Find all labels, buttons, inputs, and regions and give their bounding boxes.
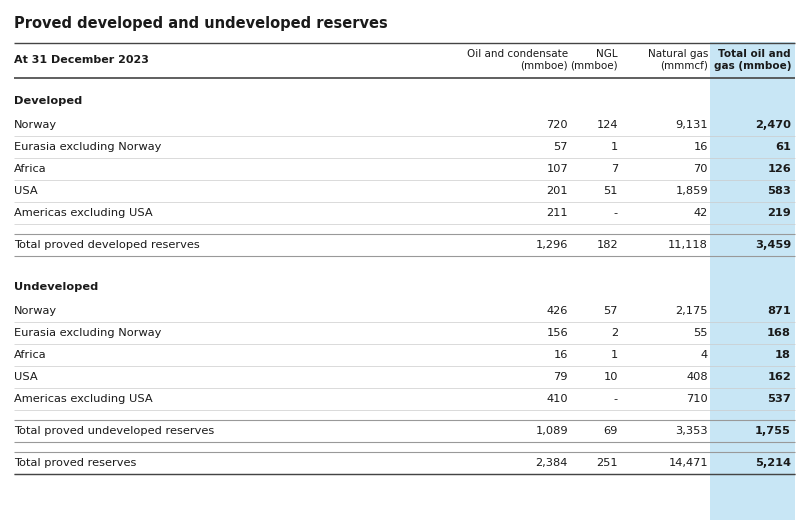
Text: Total proved developed reserves: Total proved developed reserves xyxy=(14,240,200,250)
Text: USA: USA xyxy=(14,186,38,196)
Text: 1: 1 xyxy=(610,350,618,360)
Text: 57: 57 xyxy=(554,142,568,152)
Text: 124: 124 xyxy=(597,120,618,130)
Text: Norway: Norway xyxy=(14,120,57,130)
Bar xyxy=(710,42,795,78)
Text: 2,470: 2,470 xyxy=(755,120,791,130)
Text: 201: 201 xyxy=(546,186,568,196)
Text: 7: 7 xyxy=(610,164,618,174)
Text: 1,089: 1,089 xyxy=(535,426,568,436)
Text: -: - xyxy=(614,394,618,404)
Text: Africa: Africa xyxy=(14,350,46,360)
Text: -: - xyxy=(614,208,618,218)
Text: 126: 126 xyxy=(767,164,791,174)
Text: 426: 426 xyxy=(546,306,568,316)
Text: 61: 61 xyxy=(775,142,791,152)
Text: 55: 55 xyxy=(694,328,708,338)
Text: 11,118: 11,118 xyxy=(668,240,708,250)
Text: 1,755: 1,755 xyxy=(755,426,791,436)
Text: Eurasia excluding Norway: Eurasia excluding Norway xyxy=(14,328,162,338)
Text: 16: 16 xyxy=(554,350,568,360)
Text: 107: 107 xyxy=(546,164,568,174)
Text: 168: 168 xyxy=(767,328,791,338)
Text: 69: 69 xyxy=(604,426,618,436)
Text: 9,131: 9,131 xyxy=(675,120,708,130)
Text: 871: 871 xyxy=(767,306,791,316)
Text: At 31 December 2023: At 31 December 2023 xyxy=(14,55,149,65)
Text: USA: USA xyxy=(14,372,38,382)
Text: Total oil and
gas (mmboe): Total oil and gas (mmboe) xyxy=(714,49,791,71)
Text: Oil and condensate
(mmboe): Oil and condensate (mmboe) xyxy=(467,49,568,71)
Text: 156: 156 xyxy=(546,328,568,338)
Text: 3,353: 3,353 xyxy=(675,426,708,436)
Text: 2,384: 2,384 xyxy=(536,458,568,468)
Text: 537: 537 xyxy=(767,394,791,404)
Text: Total proved undeveloped reserves: Total proved undeveloped reserves xyxy=(14,426,214,436)
Text: Norway: Norway xyxy=(14,306,57,316)
Text: Total proved reserves: Total proved reserves xyxy=(14,458,136,468)
Text: 182: 182 xyxy=(596,240,618,250)
Text: Proved developed and undeveloped reserves: Proved developed and undeveloped reserve… xyxy=(14,16,388,31)
Text: 710: 710 xyxy=(686,394,708,404)
Text: Natural gas
(mmmcf): Natural gas (mmmcf) xyxy=(648,49,708,71)
Bar xyxy=(710,78,795,520)
Text: 2,175: 2,175 xyxy=(675,306,708,316)
Text: 408: 408 xyxy=(686,372,708,382)
Text: Americas excluding USA: Americas excluding USA xyxy=(14,208,153,218)
Text: 3,459: 3,459 xyxy=(754,240,791,250)
Text: 219: 219 xyxy=(767,208,791,218)
Text: 18: 18 xyxy=(775,350,791,360)
Text: Africa: Africa xyxy=(14,164,46,174)
Text: 16: 16 xyxy=(694,142,708,152)
Text: Americas excluding USA: Americas excluding USA xyxy=(14,394,153,404)
Text: 410: 410 xyxy=(546,394,568,404)
Text: 720: 720 xyxy=(546,120,568,130)
Text: 162: 162 xyxy=(767,372,791,382)
Text: 42: 42 xyxy=(694,208,708,218)
Text: 251: 251 xyxy=(596,458,618,468)
Text: 2: 2 xyxy=(611,328,618,338)
Text: 10: 10 xyxy=(603,372,618,382)
Text: 51: 51 xyxy=(603,186,618,196)
Text: Eurasia excluding Norway: Eurasia excluding Norway xyxy=(14,142,162,152)
Text: 1,296: 1,296 xyxy=(536,240,568,250)
Text: NGL
(mmboe): NGL (mmboe) xyxy=(570,49,618,71)
Text: 211: 211 xyxy=(546,208,568,218)
Text: 14,471: 14,471 xyxy=(668,458,708,468)
Text: 79: 79 xyxy=(554,372,568,382)
Text: Undeveloped: Undeveloped xyxy=(14,282,98,292)
Text: 1,859: 1,859 xyxy=(675,186,708,196)
Text: 70: 70 xyxy=(694,164,708,174)
Text: 1: 1 xyxy=(610,142,618,152)
Text: 5,214: 5,214 xyxy=(755,458,791,468)
Text: 4: 4 xyxy=(701,350,708,360)
Text: Developed: Developed xyxy=(14,96,82,106)
Text: 583: 583 xyxy=(767,186,791,196)
Text: 57: 57 xyxy=(603,306,618,316)
